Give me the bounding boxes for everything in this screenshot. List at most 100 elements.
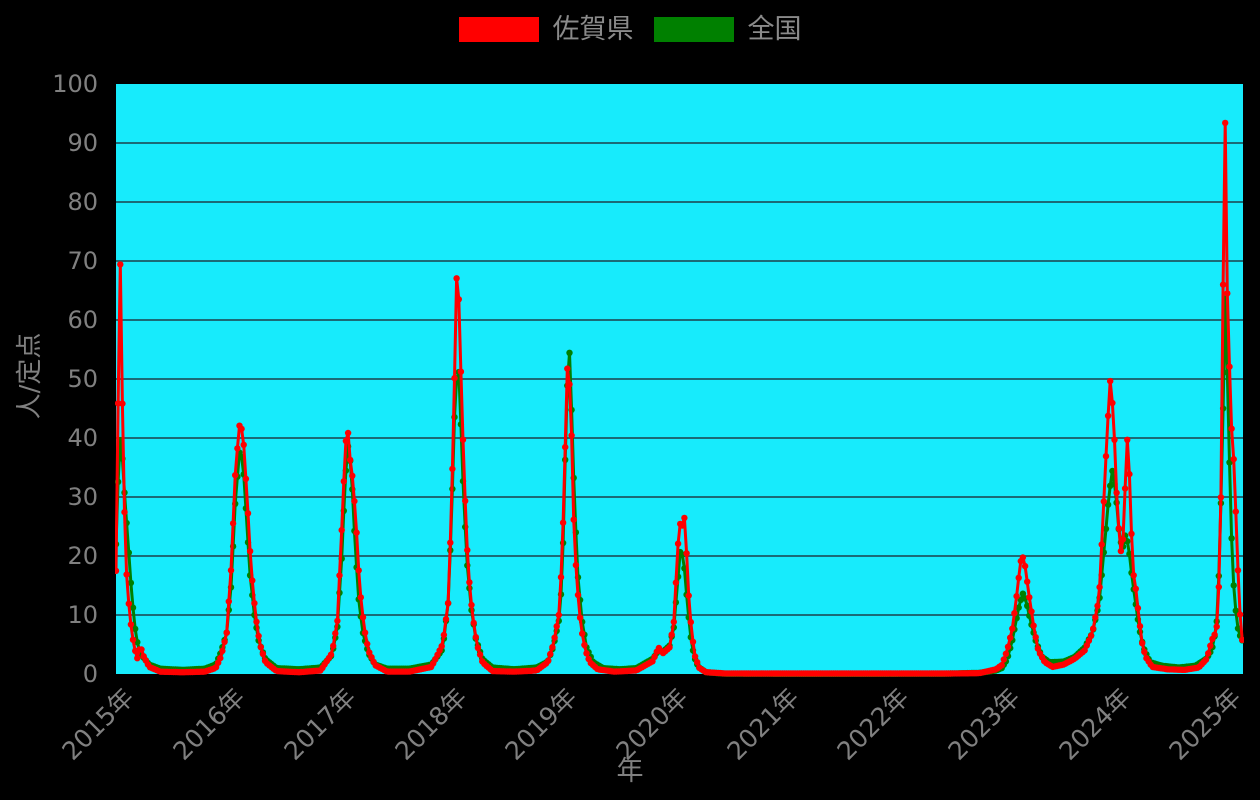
data-point-marker bbox=[229, 520, 237, 527]
data-point-marker bbox=[330, 642, 337, 650]
data-point-marker bbox=[566, 349, 573, 356]
data-point-marker bbox=[564, 365, 571, 372]
data-point-marker bbox=[334, 617, 341, 625]
data-point-marker bbox=[1007, 634, 1014, 641]
data-point-marker bbox=[1230, 582, 1237, 589]
data-point-marker bbox=[1228, 535, 1235, 542]
data-point-marker bbox=[451, 374, 458, 382]
legend-label: 佐賀県 bbox=[552, 14, 634, 45]
data-point-marker bbox=[464, 546, 471, 554]
y-tick-label: 30 bbox=[67, 483, 98, 511]
data-point-marker bbox=[1098, 541, 1105, 548]
x-axis-title: 年 bbox=[616, 756, 644, 787]
data-point-marker bbox=[685, 592, 692, 599]
data-point-marker bbox=[1081, 647, 1088, 654]
data-point-marker bbox=[1015, 604, 1022, 611]
data-point-marker bbox=[1128, 530, 1135, 537]
data-point-marker bbox=[553, 623, 560, 630]
data-point-marker bbox=[459, 436, 467, 443]
legend-label: 全国 bbox=[747, 14, 802, 45]
data-point-marker bbox=[1021, 562, 1029, 570]
data-point-marker bbox=[342, 437, 350, 445]
data-point-marker bbox=[674, 540, 682, 547]
data-point-marker bbox=[225, 598, 232, 605]
data-point-marker bbox=[364, 640, 371, 648]
data-point-marker bbox=[1207, 642, 1214, 649]
data-point-marker bbox=[1226, 363, 1233, 370]
y-tick-label: 60 bbox=[67, 306, 98, 334]
data-point-marker bbox=[474, 644, 482, 651]
data-point-marker bbox=[238, 425, 245, 433]
data-point-marker bbox=[579, 630, 586, 637]
data-point-marker bbox=[1121, 485, 1129, 492]
data-point-marker bbox=[568, 432, 575, 439]
data-point-marker bbox=[1202, 656, 1210, 663]
data-point-marker bbox=[566, 381, 573, 388]
data-point-marker bbox=[1102, 453, 1110, 460]
data-point-marker bbox=[1023, 602, 1031, 609]
data-point-marker bbox=[683, 550, 690, 557]
data-point-marker bbox=[1115, 525, 1123, 532]
data-point-marker bbox=[1132, 585, 1140, 592]
data-point-marker bbox=[1130, 572, 1137, 579]
data-point-marker bbox=[651, 653, 658, 660]
series-佐賀県 bbox=[115, 119, 1244, 677]
data-point-marker bbox=[1232, 607, 1240, 614]
data-point-marker bbox=[1236, 611, 1244, 618]
data-point-marker bbox=[1000, 656, 1007, 663]
data-point-marker bbox=[572, 561, 580, 569]
data-point-marker bbox=[1085, 637, 1093, 644]
data-point-marker bbox=[257, 644, 264, 651]
y-tick-label: 20 bbox=[67, 542, 98, 570]
data-point-marker bbox=[555, 611, 562, 619]
data-point-marker bbox=[1030, 622, 1037, 629]
data-point-marker bbox=[1009, 625, 1016, 632]
data-point-marker bbox=[670, 618, 677, 626]
data-point-marker bbox=[1092, 614, 1099, 621]
data-point-marker bbox=[1023, 578, 1031, 585]
data-point-marker bbox=[468, 601, 475, 609]
data-point-marker bbox=[1234, 567, 1242, 574]
data-point-marker bbox=[221, 638, 228, 645]
data-point-marker bbox=[470, 619, 477, 627]
y-tick-label: 10 bbox=[67, 601, 98, 629]
data-point-marker bbox=[217, 654, 224, 662]
data-point-marker bbox=[1100, 498, 1108, 505]
data-point-marker bbox=[679, 522, 686, 529]
data-point-marker bbox=[332, 630, 339, 637]
data-point-marker bbox=[1222, 119, 1229, 127]
data-point-marker bbox=[438, 643, 445, 650]
data-point-marker bbox=[462, 497, 469, 505]
data-point-marker bbox=[549, 644, 556, 651]
data-point-marker bbox=[1028, 608, 1035, 615]
data-point-marker bbox=[123, 571, 130, 578]
data-point-marker bbox=[668, 631, 675, 638]
data-point-marker bbox=[127, 579, 135, 587]
data-point-marker bbox=[134, 655, 141, 662]
data-point-marker bbox=[1217, 494, 1225, 501]
data-point-marker bbox=[457, 368, 465, 375]
data-point-marker bbox=[455, 296, 462, 303]
data-point-marker bbox=[545, 657, 552, 664]
data-point-marker bbox=[1102, 525, 1110, 532]
data-point-marker bbox=[687, 618, 694, 626]
data-point-marker bbox=[998, 662, 1005, 669]
legend-item: 全国 bbox=[653, 14, 802, 45]
y-tick-label: 70 bbox=[67, 247, 98, 275]
data-point-marker bbox=[1015, 574, 1022, 581]
data-point-marker bbox=[1141, 648, 1148, 656]
legend-item: 佐賀県 bbox=[458, 14, 634, 45]
data-point-marker bbox=[1107, 377, 1114, 385]
data-point-marker bbox=[138, 646, 145, 653]
data-point-marker bbox=[1213, 623, 1220, 630]
data-point-marker bbox=[1113, 489, 1120, 496]
data-point-marker bbox=[253, 618, 260, 625]
legend-swatch bbox=[653, 17, 734, 42]
data-point-marker bbox=[442, 615, 450, 623]
data-point-marker bbox=[447, 539, 454, 546]
data-point-marker bbox=[1239, 636, 1244, 644]
data-point-marker bbox=[1019, 554, 1027, 561]
data-point-marker bbox=[574, 591, 582, 599]
